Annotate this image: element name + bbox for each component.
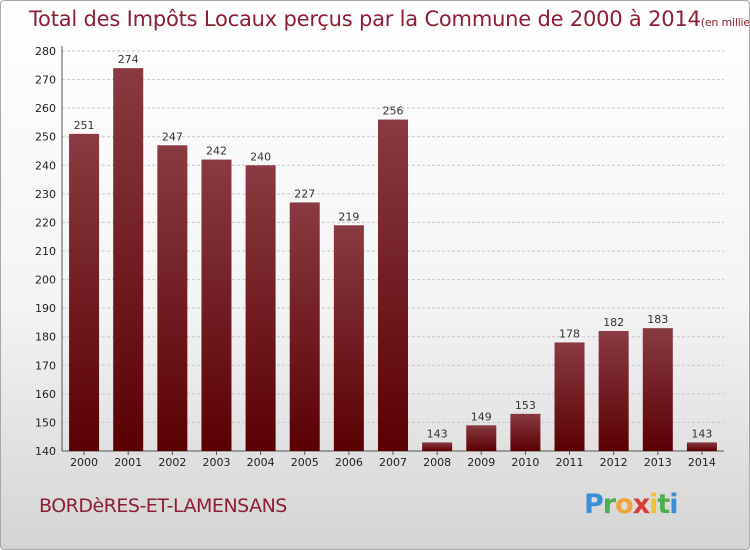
x-tick-label: 2011 bbox=[556, 456, 584, 469]
chart-title-main: Total des Impôts Locaux perçus par la Co… bbox=[29, 7, 701, 31]
proxiti-logo: Proxiti bbox=[584, 489, 679, 520]
y-tick-label: 250 bbox=[35, 131, 56, 144]
chart-title: Total des Impôts Locaux perçus par la Co… bbox=[29, 7, 750, 31]
logo-letter: o bbox=[615, 489, 634, 520]
y-tick-label: 190 bbox=[35, 302, 56, 315]
x-tick-label: 2007 bbox=[379, 456, 407, 469]
y-tick-label: 150 bbox=[35, 416, 56, 429]
bar bbox=[289, 202, 320, 451]
x-tick-label: 2012 bbox=[600, 456, 628, 469]
y-tick-label: 170 bbox=[35, 359, 56, 372]
logo-letter: t bbox=[657, 489, 670, 520]
bar bbox=[554, 342, 585, 451]
x-tick-label: 2014 bbox=[688, 456, 716, 469]
x-tick-label: 2009 bbox=[467, 456, 495, 469]
bar-value-label: 149 bbox=[471, 410, 492, 423]
x-tick-label: 2001 bbox=[114, 456, 142, 469]
x-tick-label: 2006 bbox=[335, 456, 363, 469]
bar-value-label: 178 bbox=[559, 327, 580, 340]
bar-value-label: 227 bbox=[294, 187, 315, 200]
bar-value-label: 183 bbox=[647, 313, 668, 326]
bar bbox=[422, 442, 453, 451]
bar bbox=[157, 145, 188, 452]
logo-letter: i bbox=[669, 489, 678, 520]
bar-value-label: 251 bbox=[74, 119, 95, 132]
x-tick-label: 2013 bbox=[644, 456, 672, 469]
bar-value-label: 143 bbox=[427, 427, 448, 440]
logo-letter: i bbox=[649, 489, 658, 520]
bar bbox=[466, 425, 497, 451]
y-tick-label: 200 bbox=[35, 274, 56, 287]
logo-letter: r bbox=[602, 489, 616, 520]
chart-title-unit: (en milliers d'€) bbox=[700, 16, 750, 29]
bar-value-label: 182 bbox=[603, 316, 624, 329]
commune-name: BORDèRES-ET-LAMENSANS bbox=[39, 495, 287, 517]
bar bbox=[333, 225, 364, 451]
bar-value-label: 256 bbox=[383, 105, 404, 118]
x-tick-label: 2000 bbox=[70, 456, 98, 469]
x-tick-label: 2003 bbox=[202, 456, 230, 469]
x-tick-label: 2002 bbox=[158, 456, 186, 469]
y-tick-label: 230 bbox=[35, 188, 56, 201]
bar bbox=[245, 165, 276, 452]
bar-value-label: 242 bbox=[206, 145, 227, 158]
logo-letter: x bbox=[632, 489, 650, 520]
y-tick-label: 270 bbox=[35, 74, 56, 87]
bar-value-label: 274 bbox=[118, 53, 139, 66]
bar-value-label: 143 bbox=[691, 427, 712, 440]
bar bbox=[113, 68, 144, 452]
x-tick-label: 2010 bbox=[511, 456, 539, 469]
x-tick-label: 2004 bbox=[247, 456, 275, 469]
y-tick-label: 180 bbox=[35, 331, 56, 344]
bar-value-label: 153 bbox=[515, 399, 536, 412]
bar bbox=[642, 328, 673, 451]
x-tick-label: 2005 bbox=[291, 456, 319, 469]
bar-value-label: 219 bbox=[338, 210, 359, 223]
bar-value-label: 240 bbox=[250, 150, 271, 163]
bar bbox=[510, 413, 541, 451]
y-tick-label: 280 bbox=[35, 45, 56, 58]
y-tick-label: 160 bbox=[35, 388, 56, 401]
y-tick-label: 260 bbox=[35, 102, 56, 115]
logo-letter: P bbox=[584, 489, 604, 520]
bar-value-label: 247 bbox=[162, 130, 183, 143]
bar bbox=[377, 119, 409, 452]
bar bbox=[686, 442, 717, 451]
y-tick-label: 140 bbox=[35, 445, 56, 458]
y-tick-label: 210 bbox=[35, 245, 56, 258]
y-tick-label: 240 bbox=[35, 159, 56, 172]
bar bbox=[598, 331, 629, 451]
x-tick-label: 2008 bbox=[423, 456, 451, 469]
y-tick-label: 220 bbox=[35, 216, 56, 229]
bar bbox=[69, 133, 100, 451]
bar bbox=[201, 159, 232, 452]
